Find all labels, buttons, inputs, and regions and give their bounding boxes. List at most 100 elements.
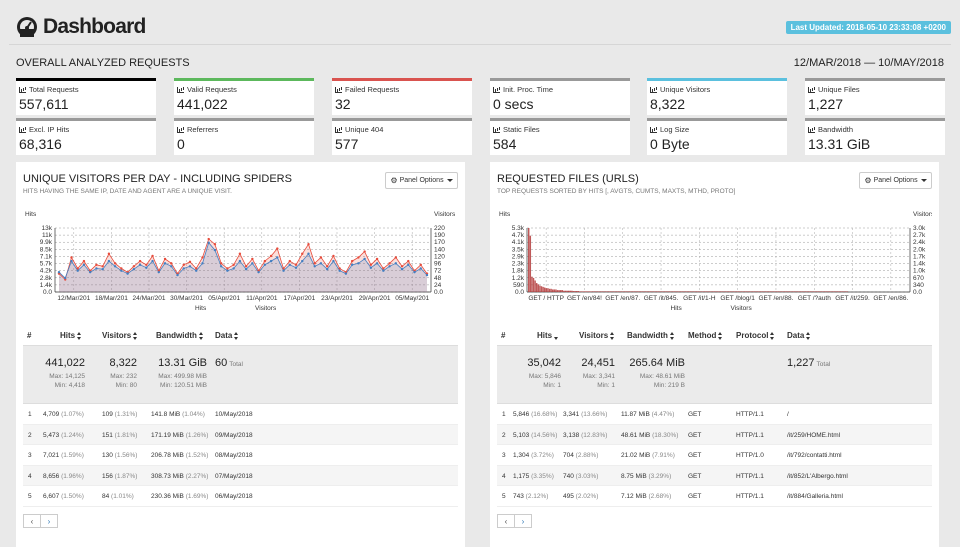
- hits-bar: [590, 291, 592, 292]
- col-index[interactable]: #: [27, 331, 32, 340]
- hits-bar: [838, 291, 840, 292]
- col-method[interactable]: Method: [688, 331, 724, 340]
- hits-bar: [620, 291, 623, 292]
- right-tick-label: 2.4k: [913, 239, 926, 246]
- hits-bar: [622, 291, 624, 292]
- bar-chart-icon: [493, 126, 500, 133]
- left-tick-label: 9.9k: [40, 239, 53, 246]
- right-tick-label: 670: [913, 275, 924, 282]
- col-bandwidth[interactable]: Bandwidth: [156, 331, 205, 340]
- hits-bar: [616, 291, 618, 292]
- hits-bar: [784, 291, 786, 292]
- hits-bar: [624, 291, 626, 292]
- hits-bar: [811, 291, 813, 292]
- cell-hits: 5,103 (14.56%): [513, 431, 558, 439]
- table-row[interactable]: 4 8,656 (1.96%) 156 (1.87%) 308.73 MiB (2.2…: [23, 465, 458, 486]
- hits-bar: [731, 291, 733, 292]
- prev-page-button[interactable]: ‹: [497, 514, 515, 528]
- hits-bar: [673, 291, 676, 292]
- col-bandwidth[interactable]: Bandwidth: [627, 331, 676, 340]
- cell-visitors: 704 (2.88%): [563, 452, 599, 459]
- bar-chart-icon: [808, 126, 815, 133]
- cell-visitors: 3,138 (12.83%): [563, 431, 608, 439]
- left-tick-label: 3.5k: [512, 246, 525, 253]
- hits-point: [238, 252, 242, 255]
- hits-bar: [779, 291, 781, 292]
- visitors-point: [326, 268, 329, 271]
- col-visitors[interactable]: Visitors: [102, 331, 139, 340]
- hits-point: [113, 262, 117, 265]
- hits-point: [213, 242, 217, 246]
- right-axis-title: Visitors: [434, 211, 456, 218]
- hits-bar: [788, 291, 791, 292]
- hits-point: [95, 263, 98, 266]
- cell-bandwidth: 308.73 MiB (2.27%): [151, 472, 209, 480]
- hits-bar: [700, 291, 703, 292]
- table-row[interactable]: 3 1,304 (3.72%) 704 (2.88%) 21.02 MiB (7.91…: [497, 445, 932, 466]
- col-protocol[interactable]: Protocol: [736, 331, 776, 340]
- hits-bar: [609, 291, 612, 292]
- hits-point: [182, 263, 185, 266]
- col-index[interactable]: #: [501, 331, 506, 340]
- table-row[interactable]: 1 5,846 (16.68%) 3,341 (13.66%) 11.87 MiB (…: [497, 404, 932, 425]
- table-row[interactable]: 5 6,607 (1.50%) 84 (1.01%) 230.36 MiB (1.69…: [23, 486, 458, 507]
- table-row[interactable]: 2 5,103 (14.56%) 3,138 (12.83%) 48.61 MiB (…: [497, 424, 932, 445]
- table-row[interactable]: 3 7,021 (1.59%) 130 (1.56%) 206.78 MiB (1.5…: [23, 445, 458, 466]
- hits-bar: [812, 291, 815, 292]
- files-panel-options-button[interactable]: ⚙ Panel Options: [859, 172, 932, 189]
- visitors-panel-options-button[interactable]: ⚙ Panel Options: [385, 172, 458, 189]
- hits-bar: [603, 291, 605, 292]
- visitors-chart-svg: Hits Visitors 13k 220 11k 190 9.9k 170 8.5k 140 7.…: [25, 211, 456, 312]
- right-tick-label: 0.0: [434, 289, 443, 296]
- col-hits[interactable]: Hits: [60, 331, 83, 340]
- hits-bar: [668, 291, 671, 292]
- hits-bar: [691, 291, 693, 292]
- hits-bar: [804, 291, 807, 292]
- hits-bar: [617, 291, 620, 292]
- cell-visitors: 495 (2.02%): [563, 493, 599, 500]
- overall-title: OVERALL ANALYZED REQUESTS: [16, 57, 190, 69]
- cell-index: 3: [28, 452, 32, 459]
- hits-bar: [713, 291, 716, 292]
- prev-page-button[interactable]: ‹: [23, 514, 41, 528]
- next-page-button[interactable]: ›: [514, 514, 532, 528]
- table-row[interactable]: 2 5,473 (1.24%) 151 (1.81%) 171.19 MiB (1.2…: [23, 424, 458, 445]
- hits-point: [251, 257, 254, 261]
- col-visitors[interactable]: Visitors: [579, 331, 616, 340]
- summary-bandwidth: 13.31 GiB Max: 499.98 MiB Min: 120.51 MiB: [158, 357, 207, 389]
- summary-visitors: 24,451 Max: 3,341 Min: 1: [581, 357, 615, 389]
- hits-point: [350, 259, 354, 263]
- x-tick-label: 11/Apr/201: [246, 295, 278, 302]
- cell-method: GET: [688, 472, 702, 480]
- cell-hits: 8,656 (1.96%): [43, 472, 84, 480]
- table-row[interactable]: 5 743 (2.12%) 495 (2.02%) 7.12 MiB (2.68%) G…: [497, 486, 932, 507]
- table-row[interactable]: 4 1,175 (3.35%) 740 (3.03%) 8.75 MiB (3.29%…: [497, 465, 932, 486]
- visitors-line: [58, 241, 428, 279]
- visitors-point: [163, 262, 167, 265]
- next-page-button[interactable]: ›: [40, 514, 58, 528]
- stat-card-value: 557,611: [19, 96, 69, 112]
- hits-bar: [612, 291, 615, 292]
- col-data[interactable]: Data: [787, 331, 812, 340]
- hits-bar: [694, 291, 696, 292]
- x-tick-label: 23/Apr/201: [321, 295, 353, 302]
- cell-method: GET: [688, 431, 702, 439]
- hits-bar: [576, 291, 578, 292]
- hits-bar: [678, 291, 680, 292]
- hits-bar: [819, 291, 821, 292]
- hits-point: [138, 259, 142, 263]
- table-row[interactable]: 1 4,709 (1.07%) 109 (1.31%) 141.8 MiB (1.04…: [23, 404, 458, 425]
- gear-icon: ⚙: [864, 176, 872, 185]
- hits-bar: [547, 288, 549, 292]
- hits-bar: [540, 286, 543, 292]
- col-data[interactable]: Data: [215, 331, 240, 340]
- visitors-point: [126, 272, 129, 275]
- visitors-point: [344, 272, 348, 275]
- hits-bar: [720, 291, 722, 292]
- x-tick-label: 29/Apr/201: [359, 295, 391, 302]
- hits-bar: [726, 291, 728, 292]
- sort-icon: [77, 331, 83, 340]
- col-hits[interactable]: Hits: [537, 331, 560, 340]
- left-tick-label: 5.7k: [40, 261, 53, 268]
- x-tick-label: GET /en/87.: [605, 295, 640, 302]
